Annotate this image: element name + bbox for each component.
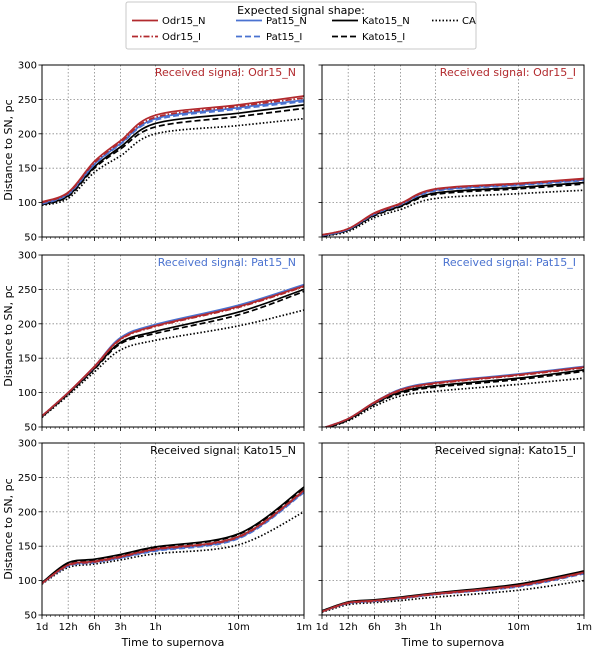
y-tick-label: 300 — [18, 251, 37, 262]
series-line-kato15_n — [42, 104, 304, 206]
plot-area — [42, 255, 304, 427]
y-tick-label: 50 — [24, 611, 37, 622]
legend-frame — [125, 1, 477, 50]
x-tick-label: 1m — [576, 622, 592, 633]
panel-annotation: Received signal: Pat15_N — [158, 256, 296, 269]
y-tick-label: 250 — [18, 95, 37, 106]
plot-area — [322, 255, 584, 427]
panel-row1-left: 50 100 150 200 250 300 Received signal: Odr15_… — [18, 61, 305, 244]
grid — [42, 255, 304, 427]
series-line-odr15_n — [42, 95, 304, 203]
x-tick-label: 12h — [339, 622, 358, 633]
x-tick-label: 1d — [36, 622, 49, 633]
legend-label-ca: CA — [462, 16, 476, 27]
y-tick-label: 200 — [18, 319, 37, 330]
legend: Expected signal shape: Odr15_N Odr15_I Pat… — [125, 1, 477, 50]
series-line-odr15_n — [323, 366, 584, 427]
x-tick-label: 3h — [114, 622, 127, 633]
plot-area — [42, 443, 304, 615]
series-line-odr15_n — [42, 285, 304, 417]
y-axis-label-row1: Distance to SN, pc — [2, 99, 15, 200]
panel-annotation: Received signal: Pat15_I — [443, 256, 576, 269]
series-line-odr15_n — [42, 489, 304, 585]
x-axis-label-left: Time to supernova — [121, 636, 225, 649]
series-line-ca — [42, 117, 304, 207]
legend-label-odr15_i: Odr15_I — [162, 32, 201, 43]
panel-annotation: Received signal: Odr15_N — [155, 66, 296, 79]
y-tick-label: 50 — [24, 423, 37, 434]
grid — [322, 443, 584, 615]
series-group — [42, 283, 304, 419]
y-tick-label: 100 — [18, 198, 37, 209]
series-line-ca — [322, 189, 584, 237]
panel-row1-right: Received signal: Odr15_I — [318, 64, 585, 241]
y-tick-label: 50 — [24, 233, 37, 244]
legend-title: Expected signal shape: — [237, 4, 365, 17]
x-tick-label: 1d — [316, 622, 329, 633]
y-axis-label-row3: Distance to SN, pc — [2, 478, 15, 579]
panel-row2-right: Received signal: Pat15_I — [318, 254, 585, 431]
grid — [42, 65, 304, 237]
legend-label-odr15_n: Odr15_N — [162, 16, 206, 27]
x-axis-label-right: Time to supernova — [401, 636, 505, 649]
x-tick-label: 1h — [429, 622, 442, 633]
series-line-kato15_n — [42, 486, 304, 584]
panel-row3-left: 50 100 150 200 250 300 1d 12h 6h 3h 1h 10m 1m Receive… — [18, 439, 312, 634]
y-tick-label: 200 — [18, 129, 37, 140]
legend-entries: Odr15_N Odr15_I Pat15_N Pat15_I Kato15_N Kato… — [132, 16, 476, 43]
series-line-ca — [42, 511, 304, 585]
panel-row3-right: 1d 12h 6h 3h 1h 10m 1m Received signal: Kato15_… — [316, 442, 592, 633]
y-tick-label: 300 — [18, 439, 37, 450]
y-tick-label: 250 — [18, 473, 37, 484]
legend-label-pat15_n: Pat15_N — [266, 16, 307, 27]
y-tick-label: 150 — [18, 164, 37, 175]
series-group — [322, 570, 584, 614]
x-tick-label: 6h — [88, 622, 101, 633]
plot-area — [42, 65, 304, 237]
series-line-ca — [322, 579, 584, 614]
y-tick-label: 150 — [18, 354, 37, 365]
series-group — [322, 177, 584, 237]
grid — [322, 65, 584, 237]
panel-annotation: Received signal: Kato15_I — [435, 444, 576, 457]
grid — [322, 255, 584, 427]
panel-annotation: Received signal: Odr15_I — [440, 66, 576, 79]
x-tick-label: 10m — [227, 622, 249, 633]
series-group — [323, 365, 584, 427]
legend-label-kato15_n: Kato15_N — [362, 16, 410, 27]
y-tick-label: 200 — [18, 507, 37, 518]
x-tick-label: 6h — [368, 622, 381, 633]
series-line-odr15_n — [322, 571, 584, 613]
series-line-ca — [42, 309, 304, 419]
legend-label-kato15_i: Kato15_I — [362, 32, 405, 43]
plot-area — [322, 443, 584, 615]
x-tick-label: 1h — [149, 622, 162, 633]
y-tick-label: 250 — [18, 285, 37, 296]
plot-area — [322, 65, 584, 237]
series-group — [42, 486, 304, 585]
y-tick-label: 100 — [18, 576, 37, 587]
series-group — [42, 95, 304, 207]
x-tick-label: 12h — [59, 622, 78, 633]
y-tick-label: 300 — [18, 61, 37, 72]
y-axis-label-row2: Distance to SN, pc — [2, 285, 15, 386]
y-tick-label: 100 — [18, 388, 37, 399]
legend-label-pat15_i: Pat15_I — [266, 32, 302, 43]
panel-annotation: Received signal: Kato15_N — [150, 444, 296, 457]
panel-row2-left: 50 100 150 200 250 300 Received signal: Pat15_… — [18, 251, 305, 434]
panels: 50 100 150 200 250 300 Received signal: Odr15_… — [18, 61, 592, 634]
x-tick-label: 10m — [507, 622, 529, 633]
series-line-kato15_i — [42, 290, 304, 418]
series-line-odr15_n — [322, 177, 584, 236]
series-line-ca — [326, 377, 584, 427]
x-tick-label: 3h — [394, 622, 407, 633]
y-tick-label: 150 — [18, 542, 37, 553]
x-tick-label: 1m — [296, 622, 312, 633]
